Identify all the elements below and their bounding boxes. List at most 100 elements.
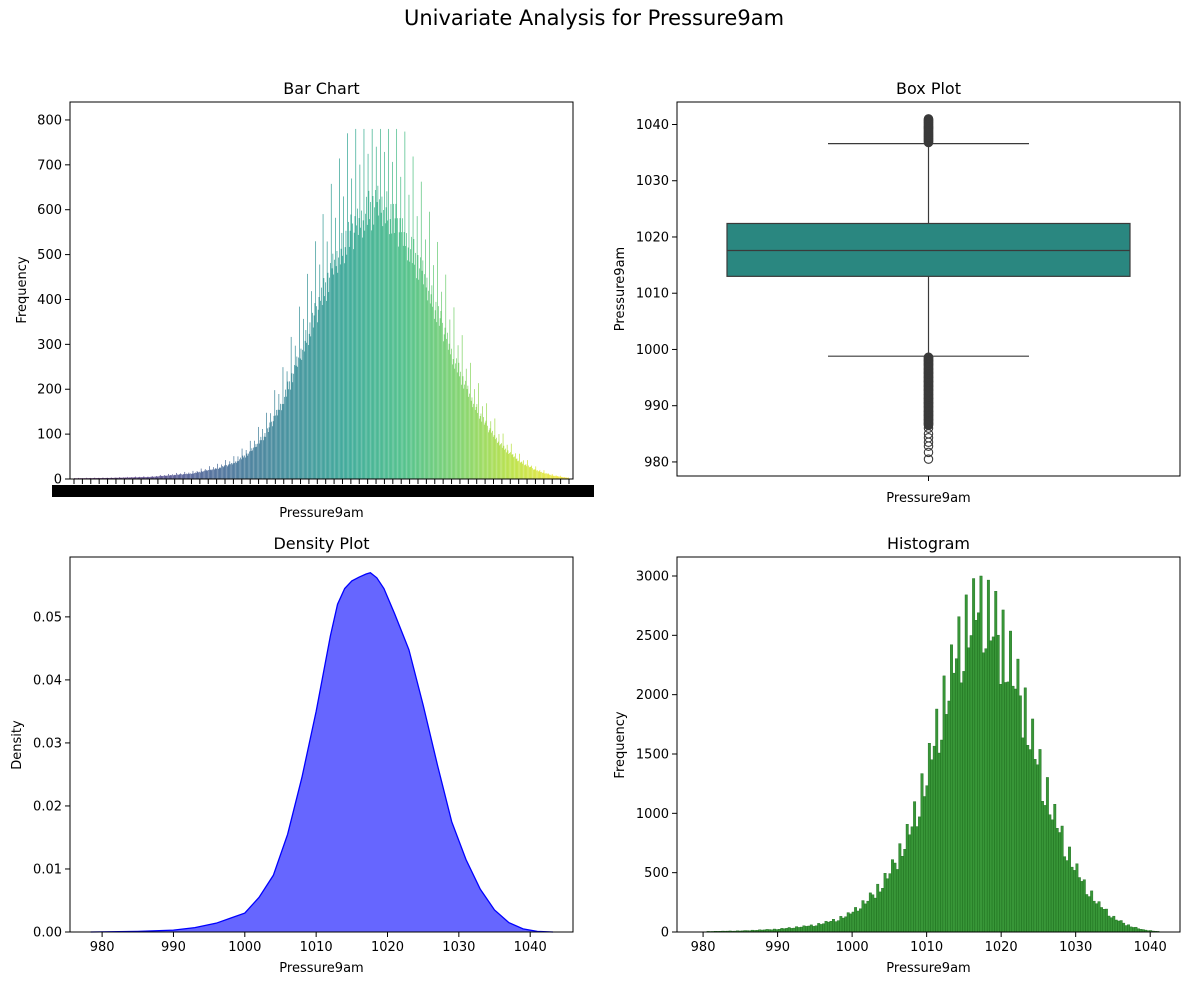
bar (484, 422, 486, 479)
bar (529, 466, 531, 479)
bar (555, 475, 557, 479)
bar (181, 474, 182, 479)
bar (552, 475, 554, 479)
histogram-bar (930, 759, 934, 933)
bar (299, 306, 300, 479)
bar (458, 362, 460, 479)
bar (509, 453, 510, 479)
box-plot-outlier (923, 454, 934, 464)
bar (129, 477, 131, 479)
bar (445, 274, 447, 479)
bar (531, 465, 533, 479)
bar (393, 203, 394, 480)
bar (358, 218, 360, 480)
bar (207, 470, 209, 479)
bar (425, 287, 427, 479)
bar (218, 468, 219, 479)
bar (280, 403, 281, 479)
bar (316, 306, 317, 479)
histogram-ytick-label: 3000 (636, 569, 669, 584)
bar (374, 207, 375, 479)
bar (541, 471, 542, 479)
bar (272, 421, 274, 479)
bar (439, 318, 441, 479)
bar-chart-xlabel: Pressure9am (279, 506, 363, 521)
bar (555, 475, 556, 479)
histogram-bar (1127, 924, 1130, 933)
bar (548, 474, 550, 479)
bar (321, 305, 323, 479)
bar (430, 294, 432, 479)
histogram-bar (1018, 695, 1022, 933)
bar (488, 430, 490, 479)
bar (134, 477, 136, 479)
bar (238, 461, 240, 479)
bar (349, 230, 351, 479)
histogram-bar (782, 928, 786, 933)
bar (285, 389, 286, 479)
bar (245, 457, 246, 479)
histogram-axes: 0 500 1000 1500 2000 2500 3000 980 990 1000 1010 10… (636, 569, 1167, 955)
bar-chart-ytick-label: 200 (37, 383, 62, 398)
bar (116, 477, 118, 479)
bar (227, 466, 228, 479)
histogram-xtick-label: 1010 (910, 940, 943, 955)
bar (542, 472, 544, 479)
bar (218, 468, 220, 479)
bar (507, 450, 509, 479)
bar (327, 272, 329, 479)
density-line (90, 572, 554, 933)
bar (329, 277, 330, 479)
bar (253, 447, 254, 479)
bar (173, 475, 174, 479)
histogram-bar (1102, 908, 1106, 933)
histogram-bar (1006, 681, 1010, 933)
bar (114, 477, 115, 479)
bar (538, 471, 540, 479)
bar (517, 461, 519, 479)
histogram-bar (986, 579, 990, 933)
histogram-bar (942, 675, 946, 933)
bar (231, 463, 232, 479)
box-plot-title: Box Plot (896, 79, 961, 98)
bar (493, 435, 495, 479)
histogram-bar (996, 634, 1000, 933)
bar (434, 310, 436, 479)
bar (169, 475, 171, 479)
bar (196, 471, 198, 479)
bar (262, 428, 263, 479)
bar (341, 232, 343, 479)
histogram-bar (846, 912, 850, 933)
bar (303, 351, 305, 479)
bar (343, 196, 344, 479)
histogram-bar (945, 714, 949, 933)
bar (411, 263, 413, 479)
bar (393, 232, 395, 479)
bar (130, 477, 132, 479)
bar (348, 221, 349, 480)
bar (526, 466, 528, 479)
bar (564, 477, 566, 479)
bar (503, 445, 505, 479)
bar-chart-xtick-label-band (52, 485, 594, 497)
bar (159, 474, 161, 479)
histogram-bar (1014, 688, 1017, 933)
bar (388, 128, 389, 479)
bar-chart-frame (69, 101, 574, 480)
bar (193, 473, 195, 479)
bar (214, 468, 216, 479)
histogram-bar (1129, 926, 1133, 933)
bar (426, 277, 428, 479)
bar (311, 291, 312, 479)
bar (332, 253, 334, 479)
bar (519, 453, 520, 479)
histogram-bar (832, 919, 835, 933)
bar (513, 457, 515, 479)
histogram-bar (991, 636, 995, 933)
bar (146, 477, 148, 479)
histogram-bar (898, 843, 902, 933)
bar (500, 444, 501, 479)
bar (402, 245, 404, 479)
bar (405, 246, 407, 479)
histogram-bar (1036, 764, 1039, 933)
